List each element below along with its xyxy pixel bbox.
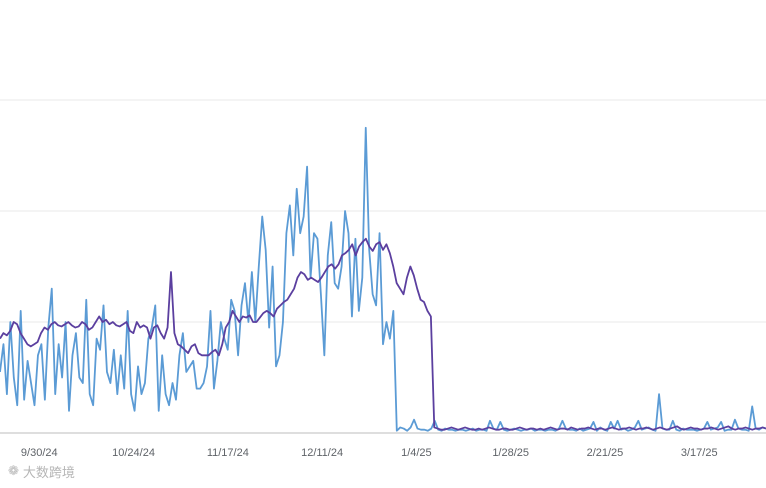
series-layer: [0, 126, 766, 432]
x-tick-label-6: 2/21/25: [587, 447, 624, 459]
x-tick-label-5: 1/28/25: [492, 447, 529, 459]
x-tick-label-4: 1/4/25: [401, 447, 432, 459]
series-line-1: [0, 237, 766, 431]
brand-logo-icon: ❁: [8, 464, 19, 479]
watermark: ❁ 大数跨境: [8, 462, 75, 481]
x-tick-label-3: 12/11/24: [301, 447, 343, 459]
x-tick-label-0: 9/30/24: [21, 447, 58, 459]
gridlines: [0, 99, 766, 323]
x-tick-label-1: 10/24/24: [112, 447, 155, 459]
x-tick-label-2: 11/17/24: [207, 447, 249, 459]
x-tick-label-7: 3/17/25: [681, 447, 718, 459]
series-line-0: [0, 126, 766, 432]
x-tick-labels: 9/30/24 10/24/24 11/17/24 12/11/24 1/4/25 1/2…: [21, 447, 718, 459]
watermark-text: 大数跨境: [22, 466, 75, 481]
